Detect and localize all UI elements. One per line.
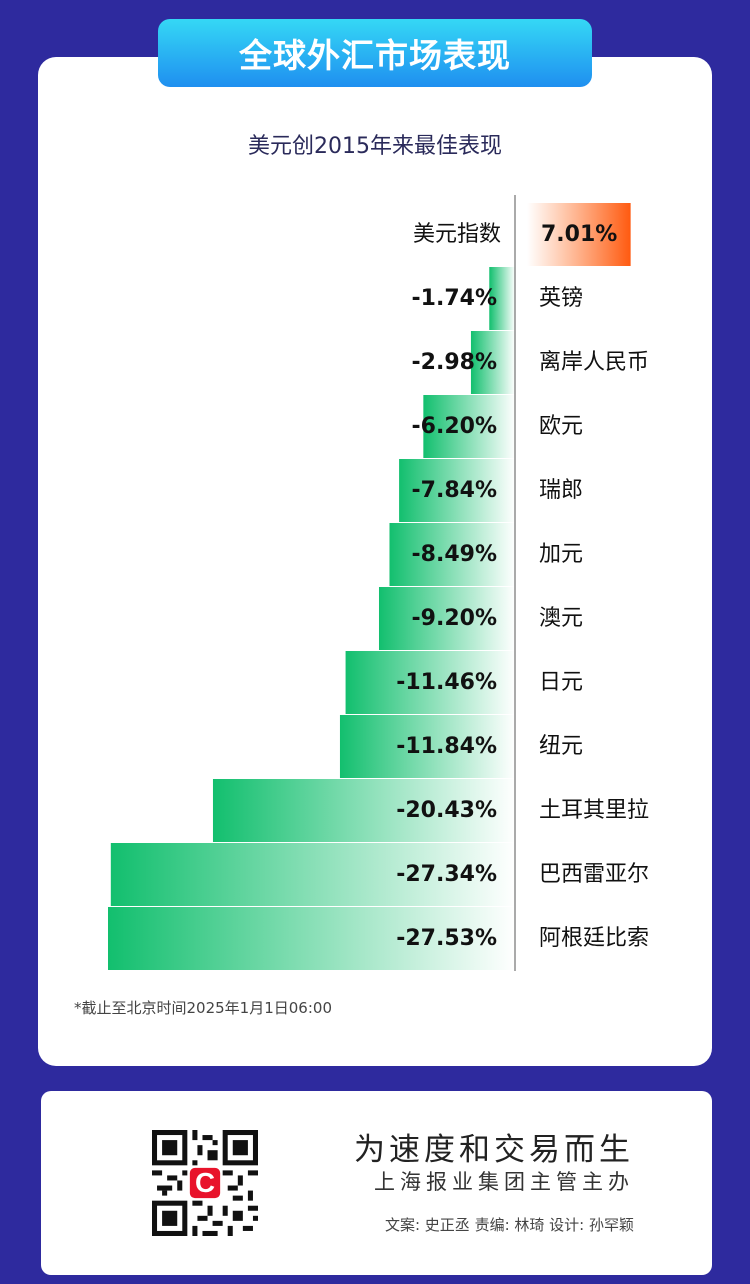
category-label: 巴西雷亚尔 <box>539 862 649 887</box>
category-label: 瑞郎 <box>539 478 583 503</box>
category-label: 离岸人民币 <box>539 350 649 375</box>
footer-slogan: 为速度和交易而生 <box>354 1132 634 1168</box>
data-label: -9.20% <box>412 606 497 631</box>
svg-text:C: C <box>195 1167 215 1198</box>
bar <box>212 779 515 842</box>
footnote: *截止至北京时间2025年1月1日06:00 <box>74 999 332 1017</box>
bar <box>345 651 515 714</box>
bar <box>423 395 515 458</box>
footer-credits: 文案: 史正丞 责编: 林琦 设计: 孙罕颖 <box>384 1216 634 1234</box>
data-label: -7.84% <box>412 478 497 503</box>
category-label: 阿根廷比索 <box>539 926 649 951</box>
data-label: -8.49% <box>412 542 497 567</box>
data-label: 7.01% <box>541 222 617 247</box>
bar <box>108 907 515 970</box>
category-label: 土耳其里拉 <box>539 798 649 823</box>
qr-code-icon: C <box>152 1130 258 1236</box>
bar <box>110 843 516 906</box>
data-label: -1.74% <box>412 286 497 311</box>
category-label: 美元指数 <box>413 222 501 247</box>
category-label: 欧元 <box>539 414 583 439</box>
data-label: -20.43% <box>396 798 497 823</box>
bar <box>470 331 515 394</box>
data-label: -11.84% <box>396 734 497 759</box>
bar <box>339 715 515 778</box>
bar <box>489 267 515 330</box>
category-label: 加元 <box>539 542 583 567</box>
data-label: -27.34% <box>396 862 497 887</box>
category-label: 英镑 <box>539 286 583 311</box>
data-label: -27.53% <box>396 926 497 951</box>
bar <box>527 203 631 266</box>
bar <box>389 523 515 586</box>
data-label: -2.98% <box>412 350 497 375</box>
data-label: -11.46% <box>396 670 497 695</box>
bar <box>378 587 515 650</box>
chart-title: 美元创2015年来最佳表现 <box>248 134 502 159</box>
category-label: 澳元 <box>539 606 583 631</box>
header-title: 全球外汇市场表现 <box>158 19 592 87</box>
bar <box>399 459 515 522</box>
data-label: -6.20% <box>412 414 497 439</box>
category-label: 日元 <box>539 670 583 695</box>
footer-organization: 上海报业集团主管主办 <box>374 1170 634 1194</box>
category-label: 纽元 <box>539 734 583 759</box>
